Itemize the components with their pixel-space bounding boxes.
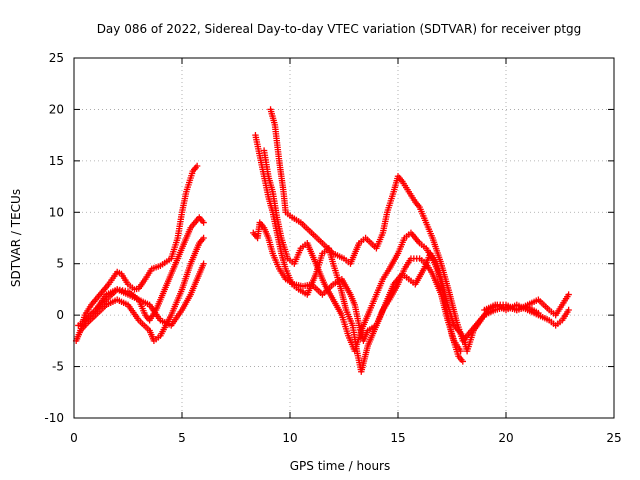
series-arc-4 [81,260,207,329]
y-tick-label: 0 [56,308,64,322]
x-tick-label: 15 [390,431,405,445]
series-arc-3 [77,234,207,345]
data-point [565,306,572,314]
x-tick-label: 5 [178,431,186,445]
plot-frame [73,57,615,419]
data-point [193,162,201,170]
data-points [72,106,572,375]
data-point [200,260,207,267]
y-tick-label: 25 [49,51,64,65]
y-tick-label: -5 [52,360,64,374]
x-tick-label: 25 [606,431,621,445]
x-axis-label: GPS time / hours [290,459,391,473]
chart-title: Day 086 of 2022, Sidereal Day-to-day VTE… [97,22,582,36]
y-tick-label: -10 [44,411,64,425]
data-point [200,219,207,226]
data-point [200,234,207,242]
y-axis-label: SDTVAR / TECUs [9,189,23,287]
y-tick-label: 15 [49,154,64,168]
series-arc-9 [481,301,572,329]
x-tick-label: 10 [282,431,297,445]
y-tick-label: 5 [56,257,64,271]
x-tick-label: 20 [498,431,513,445]
data-point [459,358,466,365]
y-tick-label: 10 [49,205,64,219]
data-point [565,291,572,298]
x-tick-label: 0 [70,431,78,445]
gridlines [74,58,614,418]
y-tick-label: 20 [49,102,64,116]
axis-ticks: 0 5 10 15 20 25 -10 -5 0 5 10 15 20 25 [44,51,621,445]
